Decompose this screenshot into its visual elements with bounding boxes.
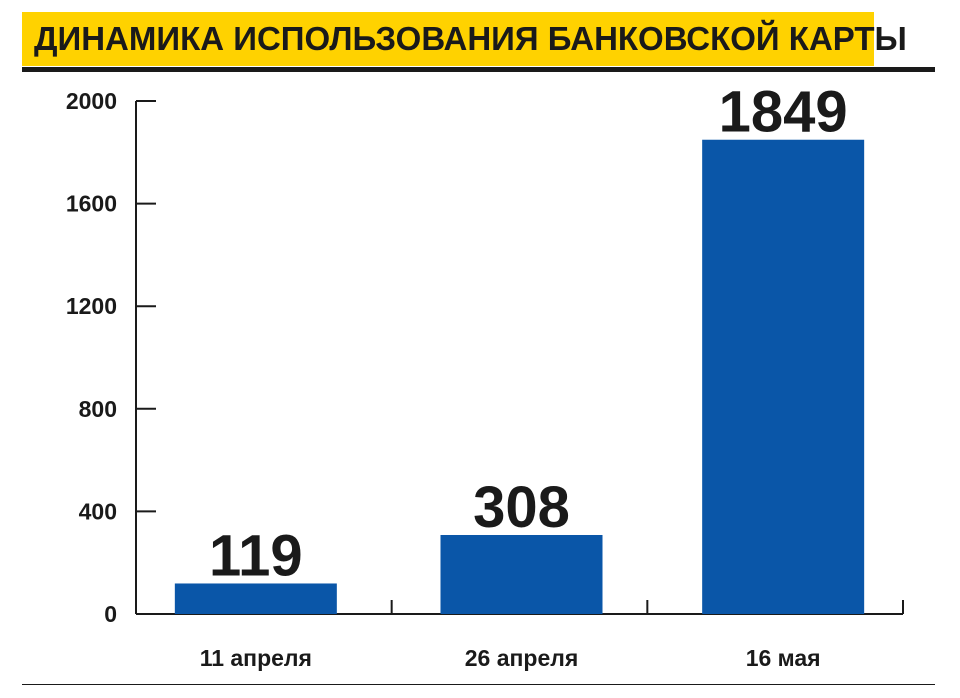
x-category-label: 26 апреля (465, 645, 579, 671)
bar (174, 583, 337, 614)
title-underline (22, 67, 935, 72)
y-tick-label: 1600 (66, 191, 117, 217)
y-tick-label: 1200 (66, 293, 117, 319)
bar-data-label: 1849 (719, 80, 848, 145)
bar-data-label: 308 (473, 475, 570, 540)
bar-data-label: 119 (209, 523, 303, 588)
y-tick-label: 800 (79, 396, 117, 422)
x-category-label: 16 мая (746, 645, 821, 671)
bar (702, 139, 865, 614)
y-tick-label: 400 (79, 498, 117, 524)
title-band (22, 12, 874, 66)
bar (440, 534, 603, 614)
bottom-divider (22, 684, 935, 685)
y-tick-label: 2000 (66, 88, 117, 114)
y-tick-label: 0 (104, 601, 117, 627)
x-category-label: 11 апреля (200, 645, 312, 671)
chart-title: ДИНАМИКА ИСПОЛЬЗОВАНИЯ БАНКОВСКОЙ КАРТЫ (34, 20, 907, 57)
